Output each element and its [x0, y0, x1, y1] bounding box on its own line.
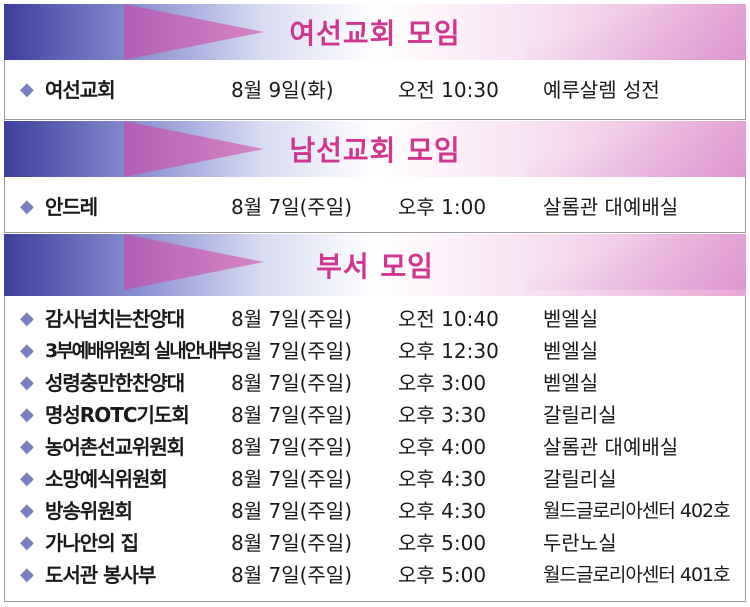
- section-title: 남선교회 모임: [289, 134, 461, 167]
- group-name: 방송위원회: [45, 499, 133, 523]
- group-name: 안드레: [45, 195, 98, 219]
- meeting-date: 8월 7일(주일): [231, 195, 353, 219]
- section-header-departments: 부서 모임: [4, 234, 746, 296]
- group-name: 농어촌선교위원회: [45, 435, 185, 459]
- diamond-bullet-icon: ◆: [20, 564, 34, 585]
- group-name: 3부예배위원회 실내안내부: [45, 340, 233, 362]
- list-item: ◆ 성령충만한찬양대 8월 7일(주일) 오후 3:00 벧엘실: [5, 368, 747, 398]
- list-item: ◆ 3부예배위원회 실내안내부 8월 7일(주일) 오후 12:30 벧엘실: [5, 336, 747, 366]
- diamond-bullet-icon: ◆: [20, 308, 34, 329]
- meeting-date: 8월 7일(주일): [231, 531, 353, 555]
- group-name: 성령충만한찬양대: [45, 371, 185, 395]
- meeting-date: 8월 7일(주일): [231, 307, 353, 331]
- meeting-date: 8월 9일(화): [231, 78, 334, 102]
- meeting-date: 8월 7일(주일): [231, 563, 353, 587]
- meeting-date: 8월 7일(주일): [231, 339, 353, 363]
- diamond-bullet-icon: ◆: [20, 500, 34, 521]
- list-item: ◆ 방송위원회 8월 7일(주일) 오후 4:30 월드글로리아센터 402호: [5, 496, 747, 526]
- meeting-time: 오후 4:30: [398, 467, 487, 491]
- section-header-women: 여선교회 모임: [4, 4, 746, 60]
- meeting-time: 오후 1:00: [398, 195, 487, 219]
- meeting-time: 오후 5:00: [398, 563, 487, 587]
- group-name: 가나안의 집: [45, 531, 139, 555]
- meeting-place: 두란노실: [543, 531, 617, 555]
- list-item: ◆ 가나안의 집 8월 7일(주일) 오후 5:00 두란노실: [5, 528, 747, 558]
- diamond-bullet-icon: ◆: [20, 196, 34, 217]
- list-item: ◆ 소망예식위원회 8월 7일(주일) 오후 4:30 갈릴리실: [5, 464, 747, 494]
- diamond-bullet-icon: ◆: [20, 436, 34, 457]
- group-name: 명성ROTC기도회: [45, 403, 190, 427]
- meeting-place: 갈릴리실: [543, 467, 617, 491]
- meeting-place: 살롬관 대예배실: [543, 435, 679, 459]
- list-item: ◆ 농어촌선교위원회 8월 7일(주일) 오후 4:00 살롬관 대예배실: [5, 432, 747, 462]
- meeting-date: 8월 7일(주일): [231, 499, 353, 523]
- section-box-men: ◆ 안드레 8월 7일(주일) 오후 1:00 살롬관 대예배실: [4, 177, 746, 233]
- diamond-bullet-icon: ◆: [20, 532, 34, 553]
- meeting-time: 오후 4:30: [398, 499, 487, 523]
- list-item: ◆ 여선교회 8월 9일(화) 오전 10:30 예루살렘 성전: [5, 75, 747, 105]
- meeting-place: 벧엘실: [543, 307, 599, 331]
- meeting-place: 예루살렘 성전: [543, 78, 660, 102]
- meeting-date: 8월 7일(주일): [231, 435, 353, 459]
- section-header-men: 남선교회 모임: [4, 121, 746, 177]
- diamond-bullet-icon: ◆: [20, 404, 34, 425]
- meeting-place: 벧엘실: [543, 339, 599, 363]
- list-item: ◆ 안드레 8월 7일(주일) 오후 1:00 살롬관 대예배실: [5, 192, 747, 222]
- list-item: ◆ 도서관 봉사부 8월 7일(주일) 오후 5:00 월드글로리아센터 401…: [5, 560, 747, 590]
- meeting-date: 8월 7일(주일): [231, 371, 353, 395]
- list-item: ◆ 감사넘치는찬양대 8월 7일(주일) 오전 10:40 벧엘실: [5, 304, 747, 334]
- group-name: 여선교회: [45, 78, 116, 102]
- group-name: 소망예식위원회: [45, 467, 168, 491]
- section-title: 여선교회 모임: [289, 17, 461, 50]
- meeting-place: 벧엘실: [543, 371, 599, 395]
- section-box-departments: ◆ 감사넘치는찬양대 8월 7일(주일) 오전 10:40 벧엘실 ◆ 3부예배…: [4, 296, 746, 602]
- meeting-time: 오후 5:00: [398, 531, 487, 555]
- meeting-date: 8월 7일(주일): [231, 467, 353, 491]
- meeting-place: 월드글로리아센터 401호: [543, 564, 731, 586]
- meeting-time: 오후 3:00: [398, 371, 487, 395]
- meeting-time: 오후 3:30: [398, 403, 487, 427]
- group-name: 도서관 봉사부: [45, 563, 156, 587]
- list-item: ◆ 명성ROTC기도회 8월 7일(주일) 오후 3:30 갈릴리실: [5, 400, 747, 430]
- meeting-time: 오후 12:30: [398, 339, 499, 363]
- meeting-place: 갈릴리실: [543, 403, 617, 427]
- meeting-time: 오후 4:00: [398, 435, 487, 459]
- meeting-time: 오전 10:30: [398, 78, 499, 102]
- group-name: 감사넘치는찬양대: [45, 307, 185, 331]
- meeting-place: 월드글로리아센터 402호: [543, 500, 731, 522]
- meeting-date: 8월 7일(주일): [231, 403, 353, 427]
- diamond-bullet-icon: ◆: [20, 372, 34, 393]
- meeting-place: 살롬관 대예배실: [543, 195, 679, 219]
- meeting-time: 오전 10:40: [398, 307, 499, 331]
- section-title: 부서 모임: [316, 250, 434, 283]
- diamond-bullet-icon: ◆: [20, 340, 34, 361]
- diamond-bullet-icon: ◆: [20, 468, 34, 489]
- section-box-women: ◆ 여선교회 8월 9일(화) 오전 10:30 예루살렘 성전: [4, 60, 746, 120]
- diamond-bullet-icon: ◆: [20, 79, 34, 100]
